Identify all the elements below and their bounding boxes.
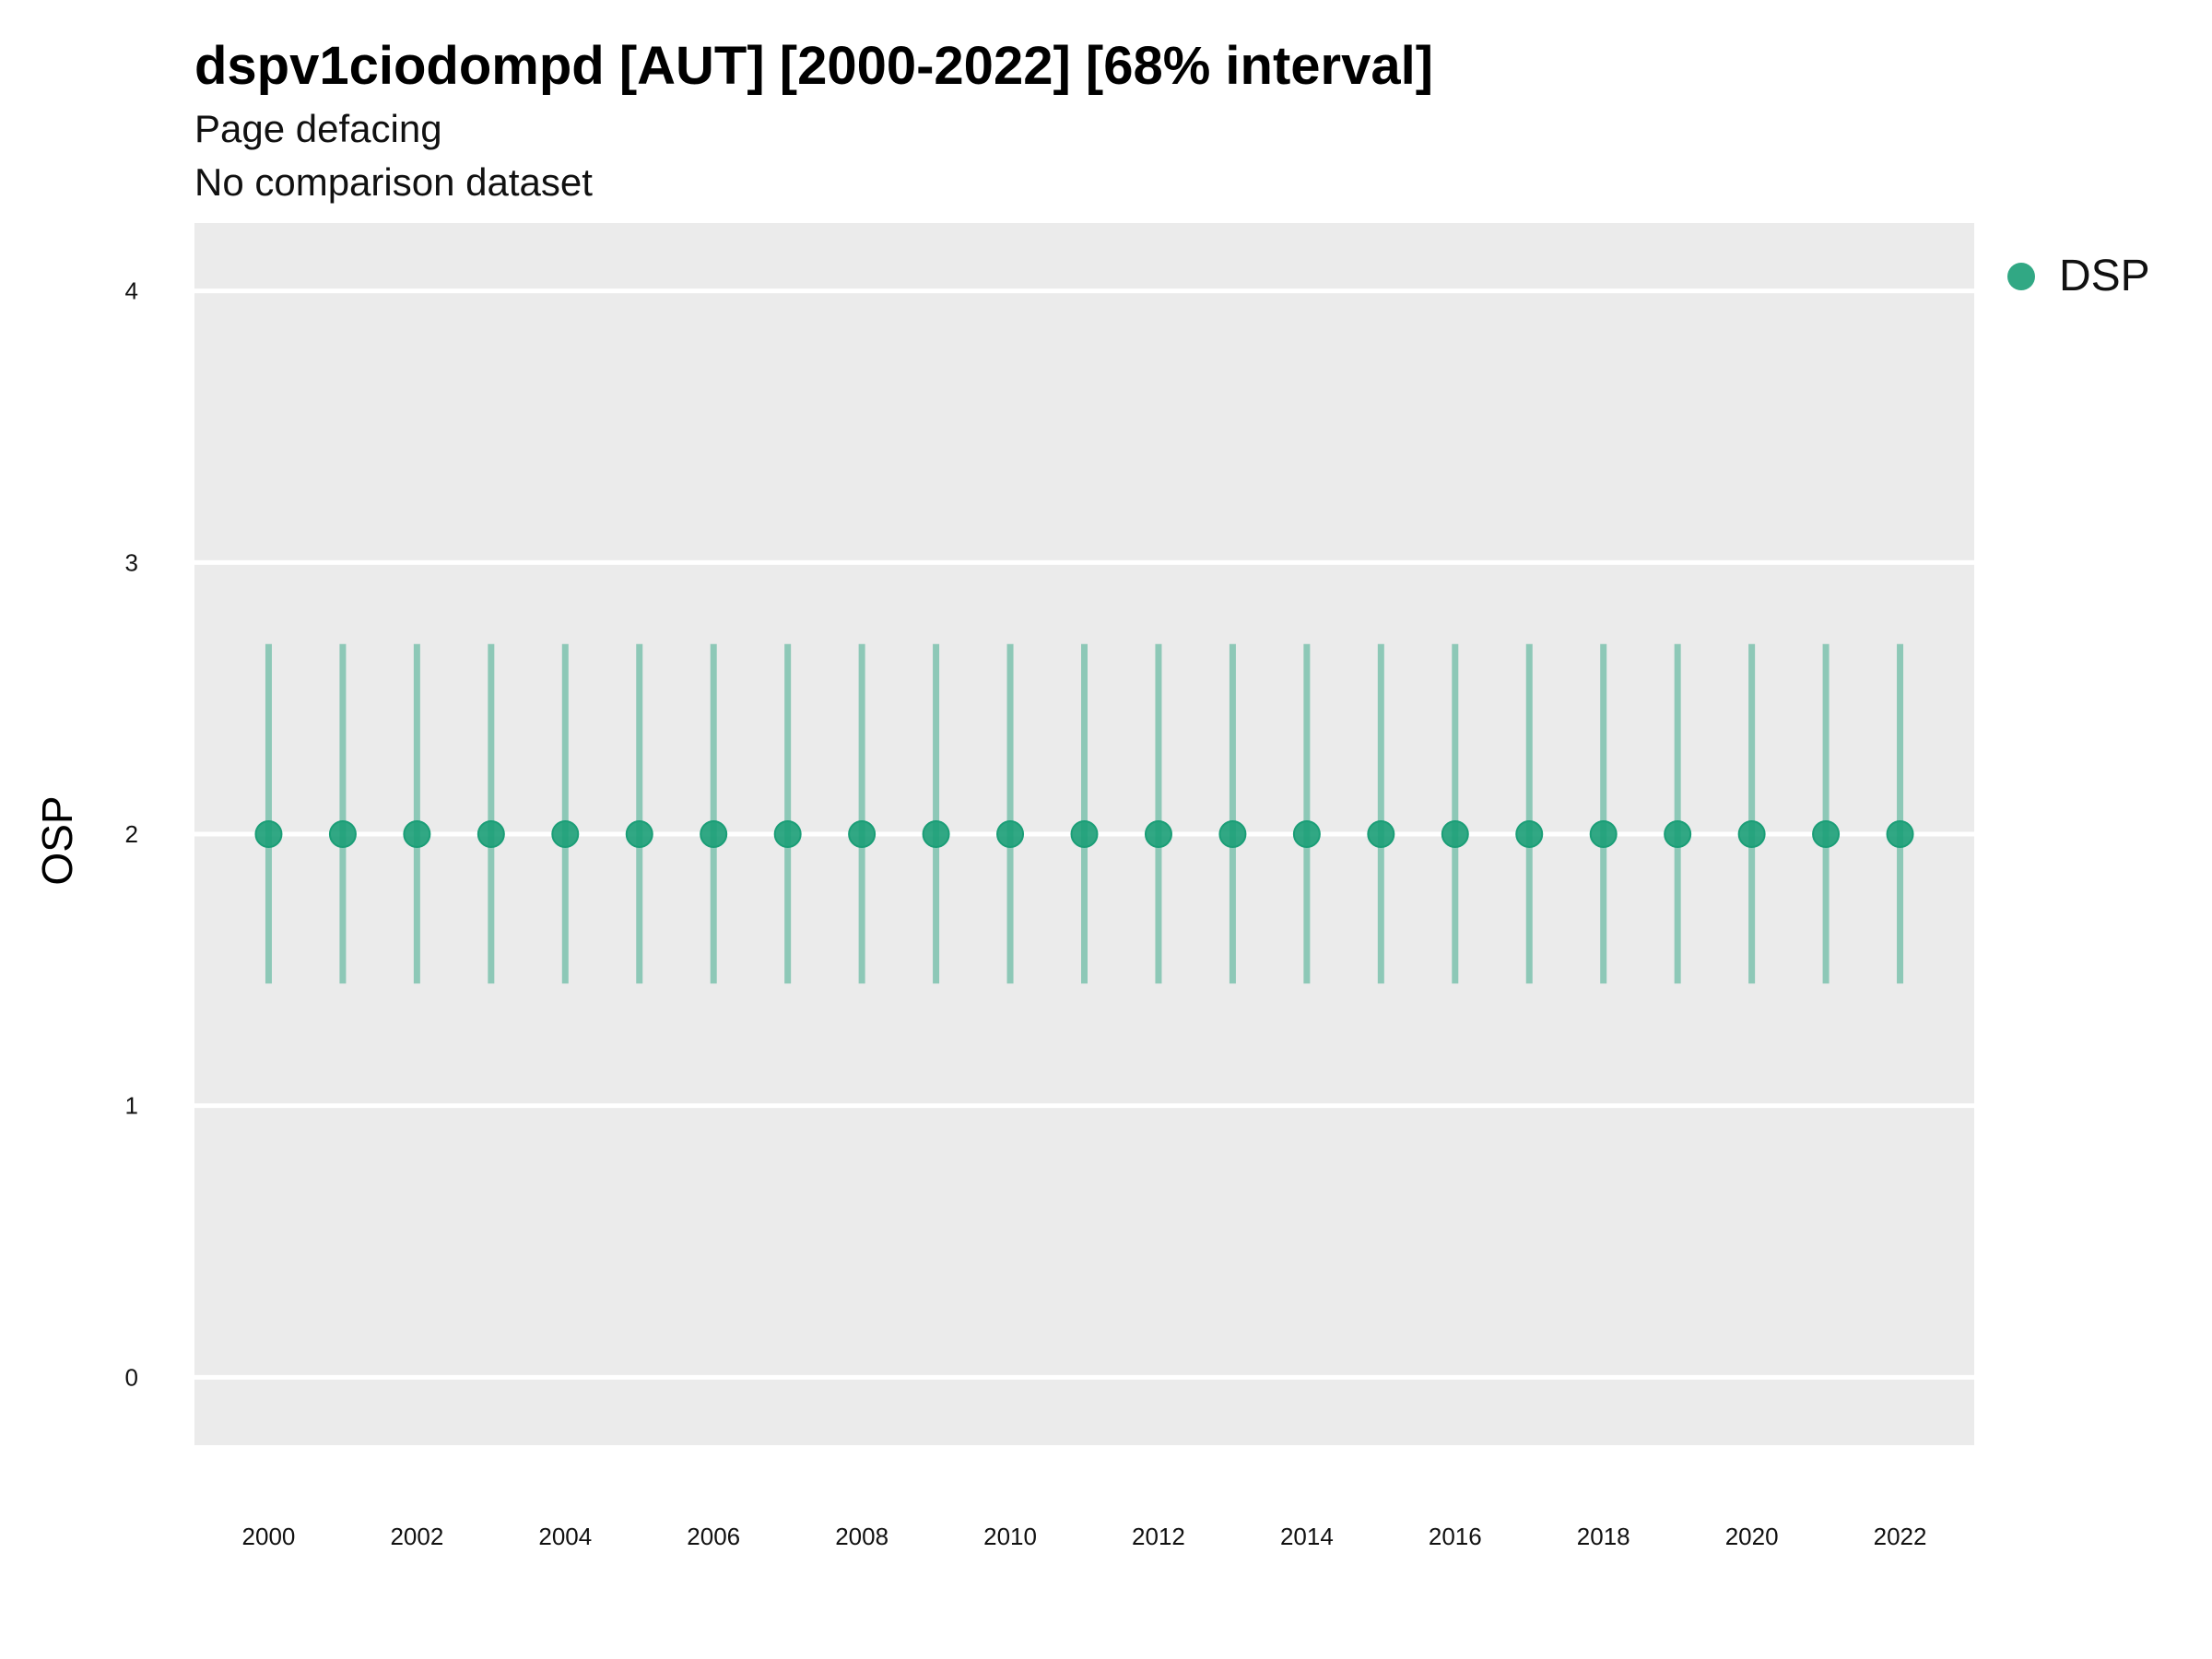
x-tick-label: 2020	[1725, 1523, 1779, 1550]
x-tick-label: 2008	[835, 1523, 888, 1550]
chart-subtitle-comparison: No comparison dataset	[194, 160, 593, 204]
x-tick-label: 2014	[1280, 1523, 1334, 1550]
data-point	[1589, 820, 1618, 848]
data-point	[1886, 820, 1914, 848]
data-point	[1441, 820, 1469, 848]
legend-marker-dsp	[2007, 262, 2035, 290]
data-point	[848, 820, 877, 848]
data-point	[1515, 820, 1544, 848]
data-point	[403, 820, 431, 848]
data-point	[1812, 820, 1841, 848]
x-tick-label: 2022	[1874, 1523, 1927, 1550]
x-tick-label: 2002	[390, 1523, 443, 1550]
y-tick-label: 3	[125, 548, 138, 576]
y-tick-label: 2	[125, 820, 138, 848]
y-tick-label: 1	[125, 1092, 138, 1120]
y-tick-label: 4	[125, 277, 138, 305]
legend: DSP	[2007, 251, 2150, 301]
data-point	[1070, 820, 1099, 848]
x-tick-label: 2006	[687, 1523, 740, 1550]
data-point	[996, 820, 1025, 848]
data-point	[700, 820, 728, 848]
x-tick-label: 2010	[983, 1523, 1037, 1550]
x-tick-label: 2016	[1429, 1523, 1482, 1550]
data-point	[1144, 820, 1172, 848]
chart-subtitle: Page defacing	[194, 107, 442, 150]
data-point	[1664, 820, 1692, 848]
x-tick-label: 2018	[1577, 1523, 1630, 1550]
chart-title: dspv1ciodompd [AUT] [2000-2022] [68% int…	[194, 36, 1434, 96]
data-point	[1367, 820, 1395, 848]
data-point	[1292, 820, 1321, 848]
data-point	[625, 820, 653, 848]
legend-label-dsp: DSP	[2059, 252, 2150, 300]
data-point	[477, 820, 505, 848]
data-point	[551, 820, 580, 848]
data-point	[773, 820, 802, 848]
data-point	[328, 820, 357, 848]
y-tick-label: 0	[125, 1363, 138, 1391]
x-tick-label: 2004	[538, 1523, 592, 1550]
data-point	[922, 820, 950, 848]
data-point	[1218, 820, 1247, 848]
data-point	[254, 820, 283, 848]
data-point	[1737, 820, 1766, 848]
x-tick-label: 2000	[242, 1523, 296, 1550]
x-tick-label: 2012	[1132, 1523, 1185, 1550]
